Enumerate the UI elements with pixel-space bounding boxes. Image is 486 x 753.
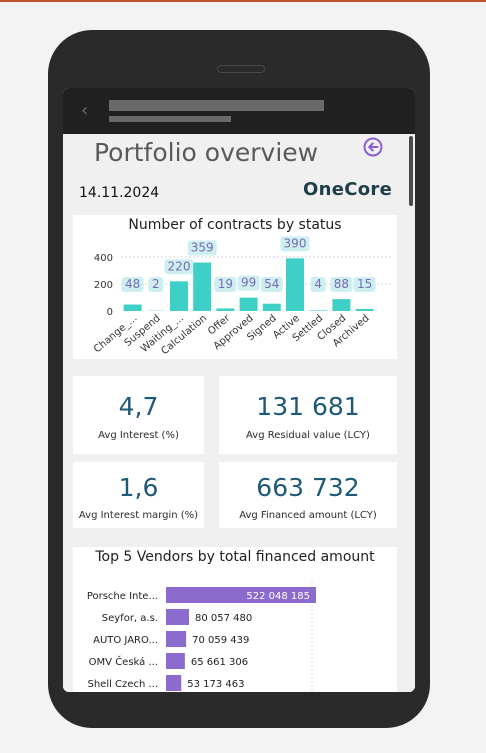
app-subtitle-placeholder xyxy=(109,116,231,122)
chevron-left-icon[interactable]: ‹ xyxy=(81,100,89,121)
kpi-label: Avg Interest (%) xyxy=(98,430,179,441)
vendor-value-label: 65 661 306 xyxy=(191,657,248,668)
vendor-bar xyxy=(166,675,182,691)
vendor-value-label: 522 048 185 xyxy=(246,591,310,602)
data-label-box xyxy=(260,277,283,292)
kpi-value: 131 681 xyxy=(256,392,360,421)
y-tick-label: 0 xyxy=(107,307,113,318)
phone-screen: ‹ Portfolio overview 14.11.2024 OneCore … xyxy=(63,88,415,692)
data-label: 19 xyxy=(218,277,233,291)
phone-frame: ‹ Portfolio overview 14.11.2024 OneCore … xyxy=(48,30,430,728)
status-bar xyxy=(286,258,304,311)
vendors-chart-card: Top 5 Vendors by total financed amount P… xyxy=(73,547,397,692)
page-title: Portfolio overview xyxy=(94,138,319,167)
kpi-value: 1,6 xyxy=(118,473,159,502)
vendor-value-label: 80 057 480 xyxy=(195,613,252,624)
status-bar-chart: 020040048Change_...2Suspend220Waiting_..… xyxy=(92,236,391,357)
kpi-label: Avg Residual value (LCY) xyxy=(246,430,370,441)
status-bar xyxy=(239,297,258,311)
app-bar: ‹ xyxy=(63,88,415,134)
data-label: 2 xyxy=(152,277,160,291)
window-top-accent xyxy=(0,0,486,2)
kpi-card-avg-interest-margin: 1,6 Avg Interest margin (%) xyxy=(73,462,204,528)
data-label: 220 xyxy=(168,259,191,273)
data-label: 99 xyxy=(241,276,256,290)
vendor-name-label: AUTO JARO... xyxy=(93,635,158,646)
data-label: 390 xyxy=(284,236,307,250)
y-tick-label: 200 xyxy=(94,280,113,291)
status-bar xyxy=(216,308,235,311)
data-label-box xyxy=(353,277,376,292)
kpi-label: Avg Financed amount (LCY) xyxy=(239,510,377,521)
status-bar xyxy=(193,262,212,311)
data-label-box xyxy=(121,277,144,292)
vendor-value-label: 53 173 463 xyxy=(187,679,244,690)
vendor-bar xyxy=(166,631,187,647)
status-bar xyxy=(332,299,351,311)
data-label: 48 xyxy=(125,277,140,291)
data-label-box xyxy=(148,277,164,292)
data-label: 54 xyxy=(264,277,279,291)
data-label-box xyxy=(187,240,217,256)
kpi-card-avg-financed-amount: 663 732 Avg Financed amount (LCY) xyxy=(219,462,397,528)
vendor-bar xyxy=(166,653,185,669)
status-bar xyxy=(170,281,188,311)
report-canvas: Portfolio overview 14.11.2024 OneCore Nu… xyxy=(63,134,415,692)
status-bar xyxy=(355,308,374,311)
kpi-value: 663 732 xyxy=(256,473,360,502)
status-chart-card: Number of contracts by status 0 200 400 48 C… xyxy=(73,215,397,359)
vendor-name-label: Seyfor, a.s. xyxy=(102,613,158,624)
vendor-bar xyxy=(166,587,316,603)
vendor-bar xyxy=(166,609,190,625)
kpi-card-avg-residual-value: 131 681 Avg Residual value (LCY) xyxy=(219,376,397,454)
data-label-box xyxy=(310,277,326,292)
status-bar xyxy=(123,304,142,311)
kpi-label: Avg Interest margin (%) xyxy=(78,510,199,521)
back-arrow-icon[interactable] xyxy=(363,137,383,157)
data-label: 4 xyxy=(314,277,322,291)
kpi-card-avg-interest: 4,7 Avg Interest (%) xyxy=(73,376,204,454)
y-tick-label: 400 xyxy=(94,253,113,264)
data-label: 359 xyxy=(191,241,214,255)
kpi-value: 4,7 xyxy=(118,392,159,421)
data-label-box xyxy=(330,277,353,292)
data-label: 88 xyxy=(334,277,349,291)
onecore-logo: OneCore xyxy=(303,179,393,200)
vendor-name-label: OMV Česká ... xyxy=(89,655,158,668)
data-label-box xyxy=(237,275,260,291)
vendor-name-label: Shell Czech ... xyxy=(87,679,158,690)
data-label-box xyxy=(280,236,310,252)
status-bar xyxy=(309,310,328,311)
phone-speaker xyxy=(217,65,265,73)
vendor-value-label: 70 059 439 xyxy=(192,635,249,646)
vertical-scrollbar[interactable] xyxy=(409,136,413,206)
status-bar xyxy=(262,303,281,311)
app-title-placeholder xyxy=(109,100,324,111)
report-date: 14.11.2024 xyxy=(79,185,160,201)
data-label-box xyxy=(214,277,237,292)
data-label-box xyxy=(164,259,194,275)
vendor-name-label: Porsche Inte... xyxy=(87,591,158,602)
vendors-chart-title: Top 5 Vendors by total financed amount xyxy=(95,549,375,565)
status-chart-title: Number of contracts by status xyxy=(128,217,342,233)
vendors-bar-chart: Porsche Inte... 522 048 185 Seyfor, a.s. 80… xyxy=(87,581,316,692)
data-label: 15 xyxy=(357,277,372,291)
